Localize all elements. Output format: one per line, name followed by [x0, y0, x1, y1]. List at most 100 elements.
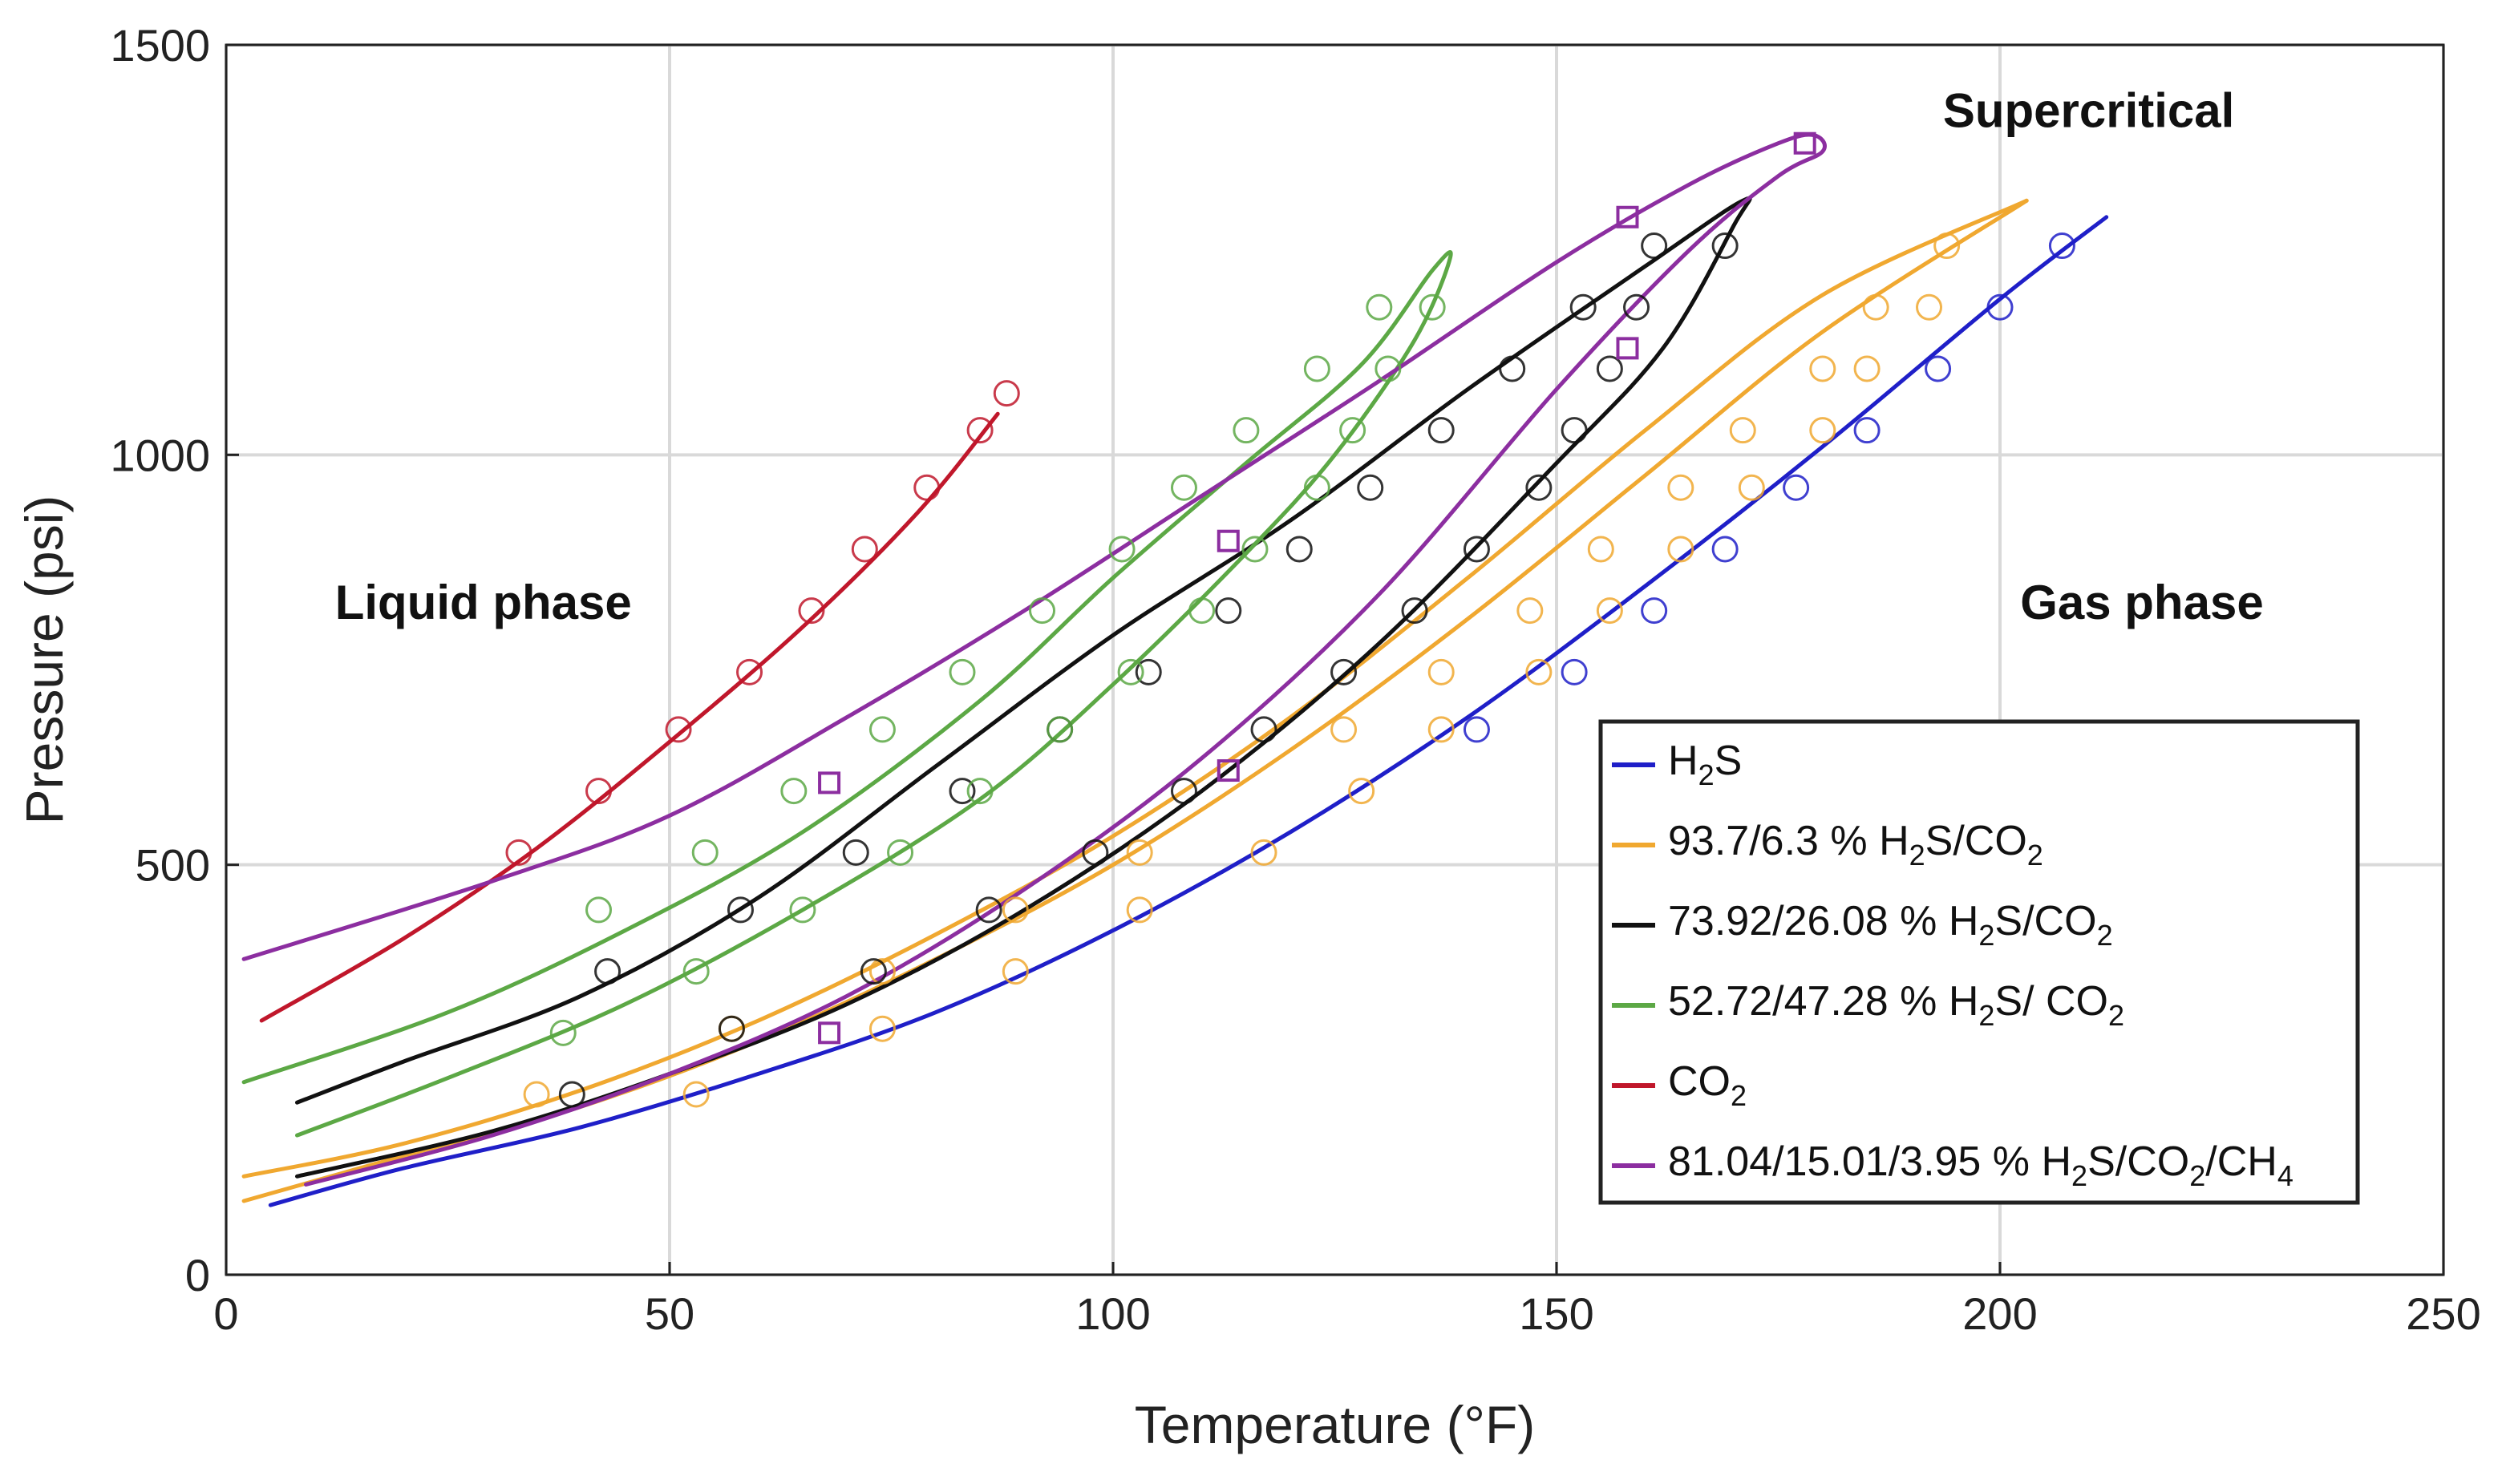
plot-frame [225, 43, 2445, 1276]
series-line-2-0 [295, 196, 1752, 1179]
data-marker-series-4 [798, 597, 825, 625]
data-marker-series-1 [1002, 896, 1029, 924]
data-marker-series-4 [665, 716, 692, 743]
data-marker-series-1 [1667, 536, 1694, 563]
data-marker-series-5 [818, 1021, 841, 1045]
data-marker-series-4 [913, 474, 941, 501]
x-tick-label: 150 [1519, 1288, 1593, 1339]
data-marker-series-3 [789, 896, 816, 924]
legend-label: 93.7/6.3 % H2S/CO2 [1668, 818, 2043, 871]
data-marker-series-1 [1729, 417, 1756, 444]
data-marker-series-1 [1738, 474, 1765, 501]
data-marker-series-2 [1170, 778, 1197, 805]
data-marker-series-2 [860, 958, 887, 985]
y-tick-label: 0 [185, 1250, 210, 1300]
data-marker-series-1 [1427, 716, 1455, 743]
region-label-1: Supercritical [1943, 83, 2235, 137]
data-marker-series-1 [1809, 417, 1836, 444]
data-marker-series-2 [1525, 474, 1553, 501]
y-tick-label: 1000 [110, 430, 210, 480]
data-marker-series-3 [966, 778, 994, 805]
data-marker-series-1 [1250, 839, 1277, 866]
x-tick-label: 250 [2406, 1288, 2480, 1339]
data-marker-series-0 [1711, 536, 1739, 563]
data-marker-series-2 [1499, 355, 1526, 382]
data-marker-series-3 [691, 839, 719, 866]
legend-label: 73.92/26.08 % H2S/CO2 [1668, 898, 2113, 952]
data-marker-series-1 [1933, 233, 1961, 260]
data-marker-series-0 [1925, 355, 1952, 382]
data-marker-series-3 [868, 716, 896, 743]
data-marker-series-4 [585, 778, 613, 805]
data-marker-series-1 [1916, 293, 1943, 321]
data-marker-series-3 [1047, 716, 1074, 743]
data-marker-series-2 [949, 778, 976, 805]
data-marker-series-0 [1853, 417, 1881, 444]
data-marker-series-2 [842, 839, 869, 866]
region-annotations: Liquid phase Supercritical Gas phase [335, 83, 2264, 629]
data-marker-series-4 [736, 658, 763, 685]
data-marker-series-3 [949, 658, 976, 685]
data-marker-series-2 [1357, 474, 1384, 501]
data-marker-series-1 [1348, 778, 1375, 805]
y-tick-label: 500 [136, 840, 210, 891]
data-marker-series-3 [1241, 536, 1269, 563]
data-marker-series-5 [818, 771, 841, 795]
data-marker-series-1 [1126, 839, 1153, 866]
data-marker-series-1 [682, 1081, 710, 1108]
data-marker-series-1 [1525, 658, 1553, 685]
data-marker-series-1 [1427, 658, 1455, 685]
data-marker-series-1 [523, 1081, 550, 1108]
data-marker-series-0 [1463, 716, 1490, 743]
series-line-0-0 [268, 215, 2109, 1207]
data-marker-series-2 [1596, 355, 1623, 382]
x-tick-label: 0 [213, 1288, 238, 1339]
data-marker-series-2 [1623, 293, 1650, 321]
data-marker-series-2 [1561, 417, 1588, 444]
region-label-0: Liquid phase [335, 576, 632, 629]
series-line-4-0 [259, 411, 1000, 1023]
data-marker-series-4 [993, 380, 1020, 407]
data-marker-series-2 [1463, 536, 1490, 563]
data-marker-series-3 [1374, 355, 1402, 382]
data-marker-series-1 [868, 1015, 896, 1042]
data-marker-series-2 [1330, 658, 1358, 685]
data-marker-series-2 [1401, 597, 1428, 625]
data-marker-series-3 [682, 958, 710, 985]
data-marker-series-5 [1217, 529, 1240, 552]
x-tick-label: 50 [645, 1288, 694, 1339]
data-marker-series-2 [975, 896, 1002, 924]
series-markers [505, 131, 2075, 1108]
data-marker-series-2 [1285, 536, 1313, 563]
data-marker-series-3 [1339, 417, 1366, 444]
data-marker-series-3 [1303, 355, 1330, 382]
data-marker-series-2 [1082, 839, 1109, 866]
data-marker-series-3 [887, 839, 914, 866]
data-marker-series-1 [1126, 896, 1153, 924]
data-marker-series-4 [966, 417, 994, 444]
data-marker-series-3 [1419, 293, 1446, 321]
data-marker-series-2 [594, 958, 621, 985]
legend-label: 52.72/47.28 % H2S/ CO2 [1668, 978, 2124, 1032]
data-marker-series-0 [1783, 474, 1810, 501]
legend: H2S 93.7/6.3 % H2S/CO2 73.92/26.08 % H2S/C… [1598, 719, 2360, 1205]
data-marker-series-2 [558, 1081, 585, 1108]
data-marker-series-1 [1596, 597, 1623, 625]
data-marker-series-2 [1711, 233, 1739, 260]
data-marker-series-0 [1641, 597, 1668, 625]
y-tick-label: 1500 [110, 20, 210, 71]
data-marker-series-5 [1793, 131, 1816, 155]
data-marker-series-0 [1561, 658, 1588, 685]
data-marker-series-2 [1569, 293, 1597, 321]
data-marker-series-2 [1135, 658, 1162, 685]
data-marker-series-3 [1117, 658, 1144, 685]
legend-label: CO2 [1668, 1058, 1747, 1112]
data-marker-series-5 [1616, 205, 1639, 228]
series-line-5-0 [241, 132, 1827, 1187]
data-marker-series-2 [718, 1015, 745, 1042]
data-marker-series-3 [1303, 474, 1330, 501]
data-marker-series-4 [505, 839, 532, 866]
legend-label: 81.04/15.01/3.95 % H2S/CO2/CH4 [1668, 1138, 2294, 1192]
data-marker-series-3 [1188, 597, 1216, 625]
